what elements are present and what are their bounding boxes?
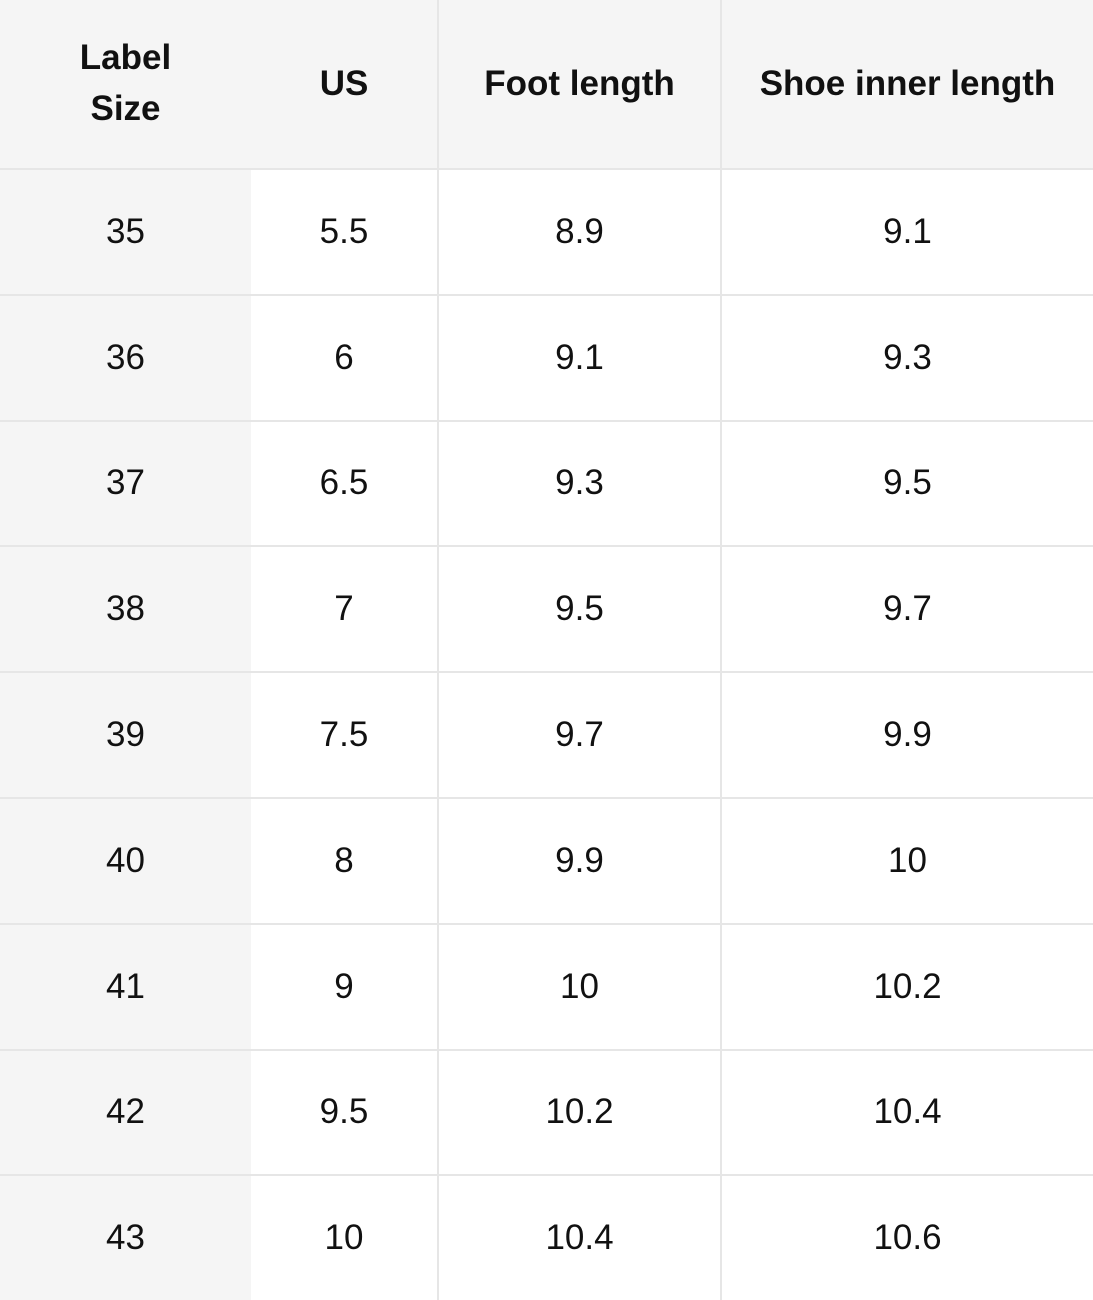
header-foot-length: Foot length [437, 0, 721, 170]
label-size-cell: 41 [0, 923, 251, 1051]
header-row: Label Size US Foot length Shoe inner len… [0, 0, 1093, 170]
shoe-inner-length-cell: 9.7 [720, 546, 1093, 674]
header-label-size: Label Size [0, 0, 251, 170]
shoe-inner-length-cell: 9.3 [720, 294, 1093, 422]
us-cell: 8 [251, 797, 438, 925]
table-row: 40 8 9.9 10 [0, 797, 1093, 925]
label-size-cell: 40 [0, 797, 251, 925]
table-row: 39 7.5 9.7 9.9 [0, 672, 1093, 799]
foot-length-cell: 10 [437, 923, 721, 1051]
us-cell: 6 [251, 294, 438, 422]
foot-length-cell: 9.7 [437, 672, 721, 799]
shoe-inner-length-cell: 9.9 [720, 672, 1093, 799]
shoe-inner-length-cell: 10.6 [720, 1175, 1093, 1300]
foot-length-cell: 9.9 [437, 797, 721, 925]
us-cell: 6.5 [251, 420, 438, 548]
us-cell: 9 [251, 923, 438, 1051]
table-row: 38 7 9.5 9.7 [0, 546, 1093, 674]
label-size-cell: 37 [0, 420, 251, 548]
us-cell: 7.5 [251, 672, 438, 799]
table-row: 41 9 10 10.2 [0, 923, 1093, 1051]
table-row: 36 6 9.1 9.3 [0, 294, 1093, 422]
foot-length-cell: 9.5 [437, 546, 721, 674]
table-row: 37 6.5 9.3 9.5 [0, 420, 1093, 548]
label-size-cell: 43 [0, 1175, 251, 1300]
us-cell: 5.5 [251, 169, 438, 296]
table-row: 42 9.5 10.2 10.4 [0, 1049, 1093, 1177]
shoe-inner-length-cell: 10 [720, 797, 1093, 925]
label-size-cell: 42 [0, 1049, 251, 1177]
foot-length-cell: 9.3 [437, 420, 721, 548]
header-us: US [251, 0, 438, 170]
table-row: 35 5.5 8.9 9.1 [0, 169, 1093, 296]
label-size-cell: 38 [0, 546, 251, 674]
foot-length-cell: 10.4 [437, 1175, 721, 1300]
shoe-inner-length-cell: 9.5 [720, 420, 1093, 548]
foot-length-cell: 8.9 [437, 169, 721, 296]
us-cell: 7 [251, 546, 438, 674]
label-size-cell: 36 [0, 294, 251, 422]
label-size-cell: 39 [0, 672, 251, 799]
shoe-inner-length-cell: 10.2 [720, 923, 1093, 1051]
foot-length-cell: 10.2 [437, 1049, 721, 1177]
shoe-inner-length-cell: 9.1 [720, 169, 1093, 296]
us-cell: 10 [251, 1175, 438, 1300]
table-row: 43 10 10.4 10.6 [0, 1175, 1093, 1300]
header-shoe-inner-length: Shoe inner length [720, 0, 1093, 170]
us-cell: 9.5 [251, 1049, 438, 1177]
foot-length-cell: 9.1 [437, 294, 721, 422]
shoe-inner-length-cell: 10.4 [720, 1049, 1093, 1177]
label-size-cell: 35 [0, 169, 251, 296]
